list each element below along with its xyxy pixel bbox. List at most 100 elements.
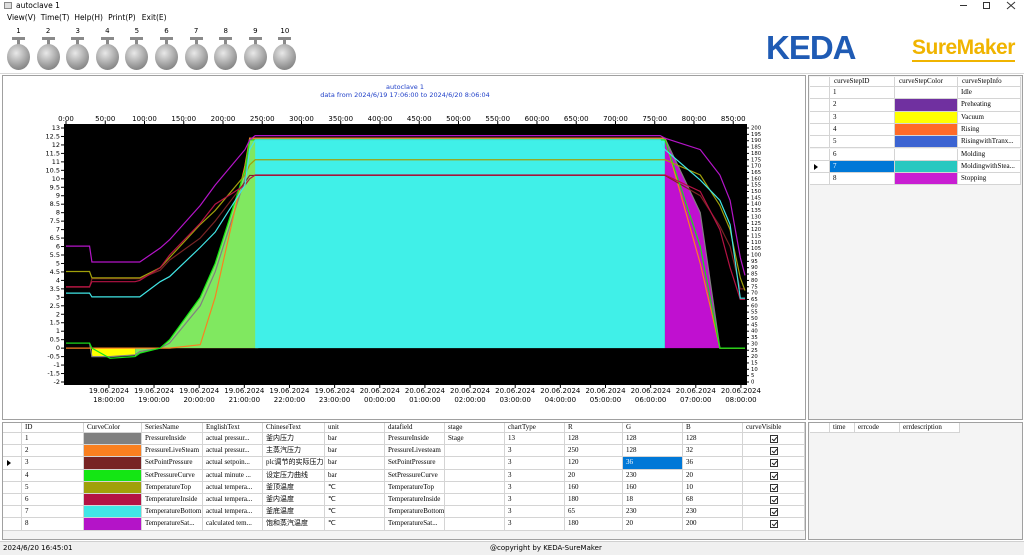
- y-tick-label: -0.5: [47, 353, 60, 361]
- autoclave-stem: [17, 40, 20, 45]
- table-cell: TemperatureSat...: [142, 518, 203, 531]
- x2-tick-label: 19.06.2024 22:00:00: [269, 387, 310, 404]
- x-tick-label: 500:00: [446, 115, 471, 123]
- minimize-button[interactable]: [960, 5, 967, 6]
- x-tick-label: 450:00: [407, 115, 432, 123]
- step-info: Preheating: [958, 99, 1021, 112]
- visible-checkbox[interactable]: [770, 496, 778, 504]
- table-cell: 6: [22, 494, 84, 507]
- y-tick-label: 3: [56, 293, 60, 301]
- autoclave-pipe: [219, 37, 233, 40]
- table-header: unit: [325, 423, 385, 433]
- y-tick-label: -2: [54, 378, 60, 386]
- y-tick-label: 2: [56, 310, 60, 318]
- table-cell: Stage: [445, 433, 505, 446]
- chart-title: autoclave 1: [386, 83, 424, 91]
- table-cell: 13: [505, 433, 565, 446]
- table-cell: 36: [683, 457, 743, 470]
- visible-checkbox[interactable]: [770, 471, 778, 480]
- y2-tick-label: 140: [751, 202, 762, 208]
- autoclave-body: [95, 44, 119, 70]
- series-line: [66, 135, 746, 276]
- autoclave-body: [243, 44, 267, 70]
- step-color: [895, 99, 958, 112]
- table-cell: 230: [683, 506, 743, 519]
- y2-tick-label: 60: [751, 303, 758, 309]
- x2-tick-label: 19.06.2024 18:00:00: [88, 387, 129, 404]
- autoclave-pipe: [12, 37, 25, 40]
- table-cell: PressureLiveSteam: [142, 445, 203, 458]
- table-cell: 18: [623, 494, 683, 507]
- button-number: 5: [134, 27, 140, 35]
- table-header: errdescription: [900, 423, 960, 433]
- step-color: [895, 123, 958, 137]
- toolbar-separator: [0, 73, 1024, 74]
- visible-checkbox[interactable]: [770, 483, 778, 492]
- menu-item[interactable]: View(V): [7, 13, 36, 22]
- table-header-corner: [810, 423, 830, 433]
- y-tick-label: 7: [56, 226, 60, 234]
- visible-checkbox[interactable]: [770, 508, 778, 517]
- curve-color: [84, 506, 142, 519]
- autoclave-pipe: [130, 37, 144, 40]
- y2-tick-label: 40: [751, 329, 758, 335]
- table-header: R: [565, 423, 623, 433]
- step-id: 1: [830, 87, 895, 100]
- table-cell: bar: [325, 445, 385, 458]
- visible-checkbox[interactable]: [770, 459, 778, 468]
- row-header: [810, 148, 830, 161]
- autoclave-body: [155, 44, 178, 70]
- table-cell: 3: [505, 481, 565, 494]
- close-button[interactable]: [1006, 1, 1016, 10]
- button-number: 8: [223, 27, 228, 35]
- menu-item[interactable]: Print(P): [108, 13, 136, 22]
- row-header: [3, 481, 22, 494]
- visible-checkbox[interactable]: [770, 447, 778, 456]
- y-tick-label: 0: [56, 344, 60, 352]
- visible-checkbox[interactable]: [770, 435, 778, 443]
- table-cell: 20: [565, 469, 623, 482]
- table-cell: actual pressur...: [203, 445, 263, 458]
- x2-tick-label: 20.06.2024 08:00:00: [720, 387, 761, 404]
- table-cell: TemperatureBottom: [142, 506, 203, 519]
- y2-tick-label: 20: [751, 354, 758, 360]
- table-cell: 7: [22, 506, 84, 519]
- y2-tick-label: 135: [751, 208, 761, 214]
- step-info: Idle: [958, 87, 1021, 100]
- autoclave-pipe: [278, 37, 292, 40]
- y-tick-label: 12.5: [46, 132, 60, 140]
- row-header: [3, 518, 22, 531]
- table-cell: TemperatureBottom: [385, 506, 445, 519]
- table-header-corner: [3, 423, 22, 433]
- y-tick-label: 8.5: [50, 200, 60, 208]
- maximize-button[interactable]: [983, 2, 990, 9]
- chart: autoclave 1 data from 2024/6/19 17:06:00…: [46, 83, 762, 388]
- button-number: 1: [16, 27, 21, 35]
- check-mark: [771, 460, 778, 466]
- menu-item[interactable]: Help(H): [74, 13, 103, 22]
- y2-tick-label: 145: [751, 195, 761, 201]
- step-id: 2: [830, 99, 895, 112]
- y-tick-label: 9: [56, 192, 60, 200]
- step-color: [895, 136, 958, 149]
- table-cell: 主蒸汽压力: [263, 445, 325, 458]
- table-header: errcode: [855, 423, 900, 433]
- table-cell: PressureInside: [142, 433, 203, 446]
- y2-tick-label: 90: [751, 265, 758, 271]
- logo-product: SureMaker: [912, 36, 1015, 62]
- y2-tick-label: 80: [751, 278, 758, 284]
- autoclave-body: [66, 44, 90, 70]
- row-header: [3, 469, 22, 482]
- button-number: 2: [45, 27, 51, 35]
- table-cell: 32: [683, 445, 743, 458]
- table-cell: PressureInside: [385, 433, 445, 446]
- y2-tick-label: 130: [751, 214, 762, 220]
- y-tick-label: 10.5: [46, 166, 60, 174]
- menu-item[interactable]: Time(T): [40, 13, 70, 22]
- menu-item[interactable]: Exit(E): [141, 13, 167, 22]
- y2-tick-label: 45: [751, 322, 758, 328]
- visible-checkbox[interactable]: [770, 520, 778, 529]
- y-tick-label: 3.5: [50, 285, 60, 293]
- table-cell: SetPressureCurve: [385, 469, 445, 482]
- x-tick-label: 250:00: [250, 115, 275, 123]
